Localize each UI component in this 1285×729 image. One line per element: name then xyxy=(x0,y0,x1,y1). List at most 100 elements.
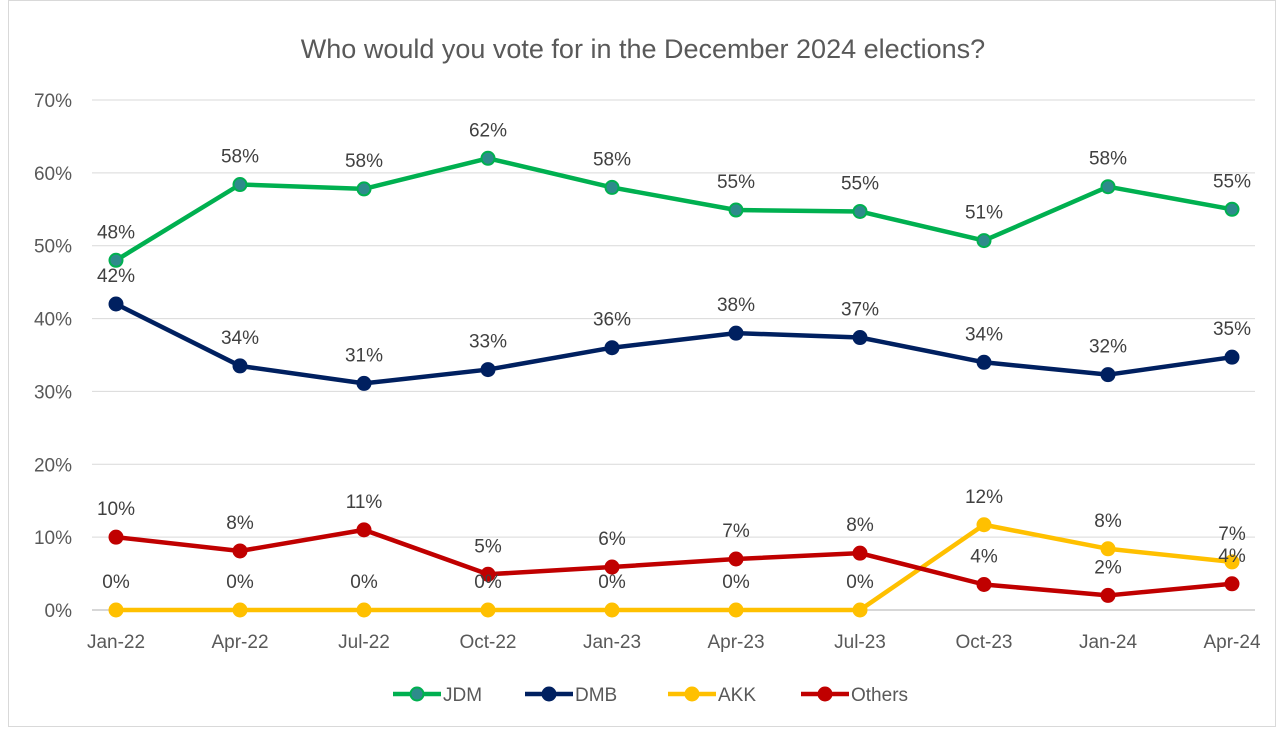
x-tick-label: Jul-23 xyxy=(834,632,886,653)
data-label: 0% xyxy=(102,572,130,593)
data-point xyxy=(232,602,248,618)
data-label: 7% xyxy=(722,521,750,542)
data-point xyxy=(1224,201,1240,217)
legend-label: JDM xyxy=(443,685,482,706)
data-label: 12% xyxy=(965,487,1003,508)
x-tick-label: Apr-23 xyxy=(707,632,764,653)
legend-label: Others xyxy=(851,685,908,706)
data-label: 5% xyxy=(474,536,502,557)
x-tick-label: Jul-22 xyxy=(338,632,390,653)
legend-label: AKK xyxy=(718,685,756,706)
data-point xyxy=(852,545,868,561)
data-point xyxy=(604,179,620,195)
x-tick-label: Oct-23 xyxy=(955,632,1012,653)
data-label: 36% xyxy=(593,310,631,331)
y-tick-label: 50% xyxy=(34,237,72,258)
data-label: 34% xyxy=(965,324,1003,345)
x-tick-label: Jan-22 xyxy=(87,632,145,653)
series-line-jdm xyxy=(114,156,1233,263)
data-point xyxy=(480,566,496,582)
data-label: 4% xyxy=(970,547,998,568)
data-point xyxy=(1224,576,1240,592)
data-label: 55% xyxy=(1213,171,1251,192)
data-point xyxy=(232,358,248,374)
data-label: 0% xyxy=(722,572,750,593)
x-tick-label: Oct-22 xyxy=(459,632,516,653)
data-point xyxy=(356,375,372,391)
data-label: 33% xyxy=(469,332,507,353)
data-point xyxy=(480,150,496,166)
data-label: 55% xyxy=(717,172,755,193)
legend-swatch-marker xyxy=(684,686,700,702)
data-point xyxy=(852,330,868,346)
series-line-others xyxy=(115,527,1233,598)
data-point xyxy=(852,203,868,219)
data-label: 7% xyxy=(1218,524,1246,545)
data-label: 34% xyxy=(221,328,259,349)
data-label: 2% xyxy=(1094,557,1122,578)
data-label: 4% xyxy=(1218,546,1246,567)
data-label: 10% xyxy=(97,499,135,520)
data-label: 55% xyxy=(841,173,879,194)
y-tick-label: 10% xyxy=(34,528,72,549)
x-axis-ticks: Jan-22 Apr-22 Jul-22 Oct-22 Jan-23 Apr-23 Jul-… xyxy=(87,632,1261,653)
x-tick-label: Apr-22 xyxy=(211,632,268,653)
gridlines xyxy=(92,99,1255,611)
y-tick-label: 40% xyxy=(34,310,72,331)
chart-frame xyxy=(8,0,1276,727)
data-label: 31% xyxy=(345,345,383,366)
series-lines xyxy=(114,156,1233,613)
y-tick-label: 20% xyxy=(34,455,72,476)
data-point xyxy=(108,296,124,312)
data-point xyxy=(728,551,744,567)
data-point xyxy=(604,340,620,356)
data-label: 58% xyxy=(593,149,631,170)
data-point xyxy=(1100,367,1116,383)
y-tick-label: 70% xyxy=(34,91,72,112)
series-line-akk xyxy=(116,522,1233,613)
x-tick-label: Jan-23 xyxy=(583,632,641,653)
legend-swatch-marker xyxy=(541,686,557,702)
data-label: 51% xyxy=(965,203,1003,224)
data-label: 6% xyxy=(598,529,626,550)
data-point xyxy=(108,529,124,545)
data-point xyxy=(604,602,620,618)
data-point xyxy=(728,325,744,341)
data-point xyxy=(728,202,744,218)
data-label: 48% xyxy=(97,222,135,243)
series-line-dmb xyxy=(114,301,1233,386)
data-point xyxy=(976,517,992,533)
series-markers xyxy=(108,150,1240,618)
data-label: 0% xyxy=(226,572,254,593)
y-tick-label: 0% xyxy=(45,601,73,622)
data-point xyxy=(976,354,992,370)
data-point xyxy=(232,177,248,193)
data-point xyxy=(1100,541,1116,557)
data-label: 8% xyxy=(226,513,254,534)
data-label: 11% xyxy=(346,492,383,513)
y-tick-label: 30% xyxy=(34,382,72,403)
data-point xyxy=(1224,349,1240,365)
legend-swatch-marker xyxy=(409,686,425,702)
data-label: 8% xyxy=(846,515,874,536)
data-point xyxy=(356,602,372,618)
x-tick-label: Apr-24 xyxy=(1203,632,1260,653)
data-label: 58% xyxy=(345,151,383,172)
data-label: 8% xyxy=(1094,511,1122,532)
data-label: 0% xyxy=(846,572,874,593)
data-point xyxy=(604,559,620,575)
data-label: 42% xyxy=(97,266,135,287)
data-point xyxy=(480,362,496,378)
data-point xyxy=(728,602,744,618)
data-labels: 48% 58% 58% 62% 58% 55% 55% 51% 58% 55% 42% 34% 31% 3… xyxy=(97,120,1251,593)
data-point xyxy=(976,577,992,592)
data-point xyxy=(108,602,124,618)
y-tick-label: 60% xyxy=(34,164,72,185)
legend: JDM DMB AKK Others xyxy=(393,685,908,706)
x-tick-label: Jan-24 xyxy=(1079,632,1138,653)
data-label: 0% xyxy=(350,572,378,593)
data-point xyxy=(1224,554,1240,570)
chart-title: Who would you vote for in the December 2… xyxy=(301,34,985,64)
data-point xyxy=(356,522,372,538)
